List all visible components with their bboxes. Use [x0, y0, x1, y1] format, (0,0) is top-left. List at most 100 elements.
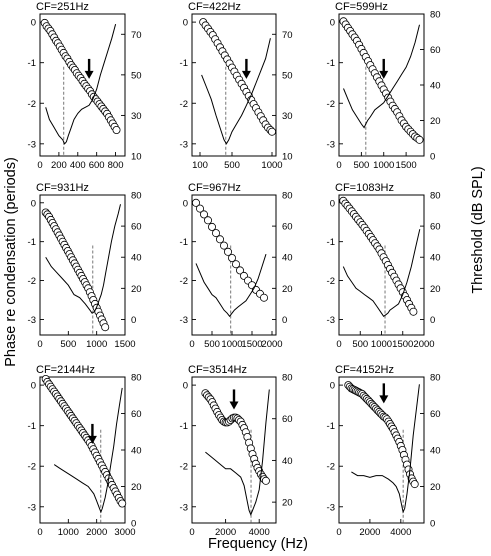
y-tick-label-right: 40 — [430, 446, 441, 457]
threshold-curve — [342, 229, 421, 317]
y-tick-label-right: 70 — [282, 30, 293, 41]
phase-point — [118, 499, 127, 508]
y-tick-label-left: -3 — [28, 315, 36, 326]
panel-title: CF=967Hz — [188, 182, 241, 194]
y-tick-label-left: 0 — [330, 381, 335, 392]
phase-point — [199, 210, 208, 219]
arrow-icon — [241, 70, 251, 79]
y-tick-label-right: 60 — [131, 409, 142, 420]
x-tick-label: 2000 — [261, 339, 282, 350]
y-tick-label-left: -1 — [28, 237, 36, 248]
y-tick-label-left: -3 — [327, 502, 335, 513]
y-tick-label-left: -3 — [180, 502, 188, 513]
y-tick-label-right: 40 — [430, 81, 441, 92]
x-tick-label: 2000 — [215, 527, 236, 538]
y-tick-label-right: 40 — [131, 446, 142, 457]
panel-title: CF=931Hz — [36, 182, 89, 194]
y-tick-label-right: 50 — [282, 70, 293, 81]
y-tick-label-left: -2 — [180, 99, 188, 110]
x-tick-label: 1500 — [241, 339, 262, 350]
y-tick-label-right: 20 — [282, 498, 293, 509]
x-tick-label: 100 — [192, 160, 208, 171]
y-tick-label-left: 0 — [183, 198, 188, 209]
threshold-curve — [53, 387, 123, 514]
y-tick-label-right: 0 — [131, 519, 136, 530]
y-tick-label-right: 30 — [282, 111, 293, 122]
x-tick-label: 400 — [70, 160, 86, 171]
y-tick-label-right: 10 — [131, 152, 142, 163]
x-tick-label: 2000 — [359, 527, 380, 538]
y-tick-label-left: -3 — [180, 139, 188, 150]
y-tick-label-left: -1 — [327, 58, 335, 69]
x-tick-label: 1000 — [373, 160, 394, 171]
y-tick-label-left: -1 — [327, 421, 335, 432]
y-tick-label-right: 20 — [131, 482, 142, 493]
y-tick-label-left: -1 — [180, 237, 188, 248]
x-tick-label: 1000 — [86, 339, 107, 350]
panel-2: CF=422Hz 100 500 1000 -3 -2 -1 0 10 30 50 70 — [180, 1, 293, 171]
threshold-curve — [45, 23, 117, 145]
y-tick-label-right: 0 — [430, 152, 435, 163]
phase-point — [231, 260, 240, 269]
panel-title: CF=2144Hz — [36, 364, 95, 376]
y-tick-label-right: 0 — [131, 315, 136, 326]
y-tick-label-left: -1 — [180, 58, 188, 69]
phase-point — [261, 476, 270, 485]
phase-point — [223, 247, 232, 256]
panel-frame — [191, 194, 277, 336]
x-tick-label: 4000 — [390, 527, 411, 538]
threshold-curve — [195, 253, 267, 318]
x-tick-label: 3000 — [114, 527, 135, 538]
x-tick-label: 600 — [89, 160, 105, 171]
arrow-icon — [87, 435, 97, 444]
x-tick-label: 0 — [189, 339, 194, 350]
y-tick-label-left: -2 — [180, 462, 188, 473]
x-tick-label: 1000 — [221, 339, 242, 350]
x-tick-label: 200 — [51, 160, 67, 171]
y-tick-label-right: 60 — [430, 45, 441, 56]
phase-point — [207, 222, 216, 231]
panel-frame — [191, 376, 277, 524]
x-tick-label: 1000 — [261, 160, 282, 171]
x-tick-label: 2000 — [86, 527, 107, 538]
y-tick-label-right: 40 — [131, 253, 142, 264]
y-tick-label-right: 60 — [282, 222, 293, 233]
y-tick-label-right: 50 — [131, 70, 142, 81]
y-tick-label-left: -2 — [327, 276, 335, 287]
panel-title: CF=4152Hz — [335, 364, 394, 376]
x-tick-label: 1000 — [371, 339, 392, 350]
y-tick-label-right: 80 — [282, 373, 293, 384]
y-tick-label-left: -3 — [28, 139, 36, 150]
y-tick-label-left: -2 — [180, 276, 188, 287]
x-tick-label: 500 — [60, 339, 76, 350]
y-tick-label-left: -1 — [28, 58, 36, 69]
x-tick-label: 2000 — [413, 339, 434, 350]
y-tick-label-right: 80 — [430, 191, 441, 202]
x-tick-label: 0 — [189, 527, 194, 538]
x-tick-label: 500 — [352, 339, 368, 350]
y-tick-label-right: 40 — [430, 253, 441, 264]
y-tick-label-right: 70 — [131, 30, 142, 41]
x-tick-label: 1500 — [396, 160, 417, 171]
y-tick-label-left: -2 — [28, 276, 36, 287]
phase-point — [112, 126, 121, 135]
x-tick-label: 0 — [336, 160, 341, 171]
y-tick-label-left: 0 — [31, 198, 36, 209]
x-axis-label: Frequency (Hz) — [208, 536, 308, 552]
y-tick-label-left: -2 — [28, 462, 36, 473]
panel-frame — [39, 376, 126, 524]
y-tick-label-right: 20 — [131, 284, 142, 295]
phase-point — [195, 204, 204, 213]
y-tick-label-right: 80 — [131, 373, 142, 384]
y-tick-label-left: 0 — [330, 198, 335, 209]
y-axis-label-left: Phase re condensation (periods) — [3, 157, 19, 367]
y-tick-label-left: -1 — [28, 421, 36, 432]
x-tick-label: 4000 — [249, 527, 270, 538]
phase-point — [259, 293, 268, 302]
threshold-curve — [205, 389, 270, 517]
